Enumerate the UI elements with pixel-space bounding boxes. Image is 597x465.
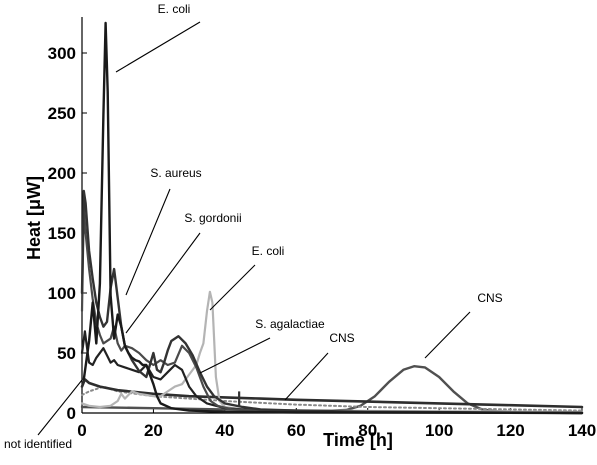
annotation-label: E. coli: [252, 244, 285, 258]
x-tick-label: 100: [425, 421, 453, 440]
annotation-leader-line: [199, 337, 271, 374]
annotation-leader-line: [424, 311, 471, 359]
x-tick-label: 0: [77, 421, 86, 440]
x-axis-title: Time [h]: [323, 430, 393, 450]
x-tick-label: 20: [144, 421, 163, 440]
annotation-label: S. gordonii: [184, 211, 241, 225]
y-axis-title: Heat [μW]: [24, 176, 44, 260]
series-line-cns: [80, 378, 584, 409]
y-tick-label: 150: [48, 224, 76, 243]
series-line-s-aureus: [80, 189, 584, 415]
annotation-leader-line: [125, 188, 171, 296]
x-tick-label: 120: [496, 421, 524, 440]
annotation-leader-line: [115, 21, 201, 73]
annotation-label: CNS: [477, 291, 502, 305]
annotation-label: not identified: [4, 437, 72, 451]
x-tick-label: 60: [287, 421, 306, 440]
annotation-leader-line: [37, 379, 83, 436]
axes: 0 20 40 60 80 100 120 140 0 50 100 150 200 250 300: [48, 17, 596, 440]
y-tick-label: 250: [48, 104, 76, 123]
x-tick-label: 140: [568, 421, 596, 440]
y-tick-label: 0: [67, 404, 76, 423]
annotations: E. coli S. aureus S. gordonii E. coli S. aga…: [4, 2, 503, 451]
y-tick-label: 50: [57, 344, 76, 363]
annotation-label: CNS: [329, 331, 354, 345]
y-tick-label: 100: [48, 284, 76, 303]
annotation-leader-line: [125, 232, 201, 334]
annotation-label: S. aureus: [150, 166, 201, 180]
annotation-leader-line: [284, 352, 329, 401]
series-line-s-gordonii: [80, 205, 584, 415]
x-tick-label: 80: [358, 421, 377, 440]
annotation-label: S. agalactiae: [255, 317, 325, 331]
series-line-e-coli: [82, 21, 584, 415]
annotation-leader-line: [209, 264, 256, 311]
annotation-label: E. coli: [158, 2, 191, 16]
x-tick-label: 40: [215, 421, 234, 440]
y-tick-label: 300: [48, 44, 76, 63]
y-tick-label: 200: [48, 164, 76, 183]
series-line-e-coli: [80, 290, 584, 413]
series-group: [80, 21, 584, 415]
